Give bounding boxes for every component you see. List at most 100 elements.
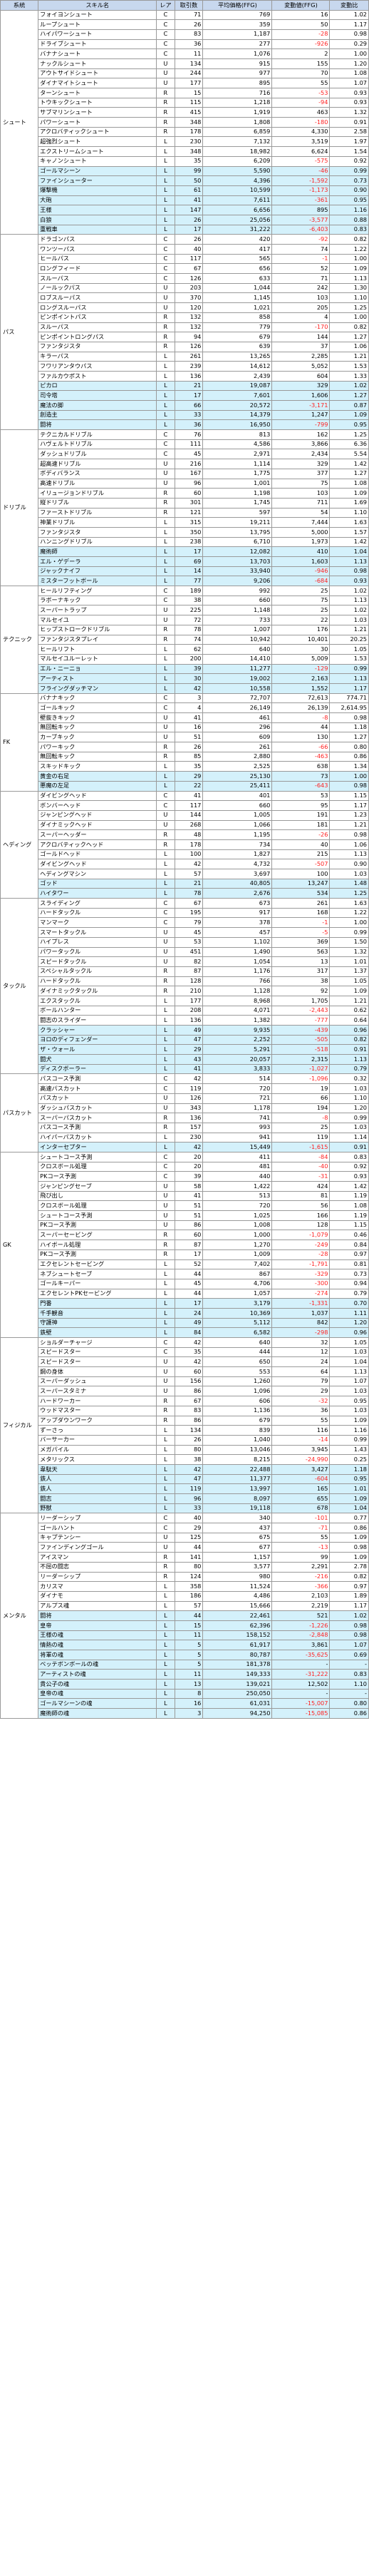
skill-name-cell: ナックルシュート (38, 58, 157, 69)
avg-price-cell: 22,461 (202, 1610, 273, 1621)
ratio-cell: - (329, 1659, 369, 1670)
ratio-cell: 0.32 (329, 1073, 369, 1085)
avg-price-cell: 1,008 (202, 1220, 273, 1231)
avg-price-cell: 19,211 (202, 517, 273, 528)
count-cell: 78 (174, 624, 204, 635)
skill-name-cell: ファインディングゴール (38, 1542, 157, 1553)
table-row: 鉄人 L 47 11,377 -604 0.95 (1, 1473, 369, 1485)
count-cell: 57 (174, 1600, 204, 1612)
avg-price-cell: 457 (202, 927, 273, 938)
count-cell: 136 (174, 1015, 204, 1026)
avg-price-cell: 3,697 (202, 869, 273, 879)
ratio-cell: 5.54 (329, 449, 369, 460)
count-cell: 85 (174, 751, 204, 762)
count-cell: 370 (174, 292, 204, 304)
count-cell: 134 (174, 1425, 204, 1436)
change-cell: -1 (271, 917, 331, 929)
avg-price-cell: 673 (202, 898, 273, 909)
skill-name-cell: ヒールパス (38, 253, 157, 265)
rarity-cell: L (156, 1278, 175, 1289)
skill-name-cell: ファルカウポスト (38, 370, 157, 382)
rarity-cell: L (156, 1483, 175, 1494)
rarity-cell: R (156, 117, 175, 128)
table-row: 闘将 L 44 22,461 521 1.02 (1, 1610, 369, 1621)
ratio-cell: 1.53 (329, 653, 369, 665)
table-row: スルーパス R 132 779 -170 0.82 (1, 322, 369, 333)
change-cell: 75 (271, 478, 331, 489)
avg-price-cell: 13,795 (202, 526, 273, 538)
change-cell: -5 (271, 927, 331, 938)
rarity-cell: C (156, 439, 175, 450)
ratio-cell: 1.53 (329, 361, 369, 372)
ratio-cell: 1.19 (329, 1190, 369, 1202)
rarity-cell: L (156, 1307, 175, 1319)
change-cell: 99 (271, 1552, 331, 1563)
table-row: フィジカル ショルダーチャージ C 42 640 32 1.05 (0, 1336, 369, 1514)
rarity-cell: R (156, 1396, 175, 1406)
skill-name-cell: ダイビングヘッド (38, 859, 157, 869)
skill-name-cell: ゴールマシーン (38, 165, 157, 177)
change-cell: -1,027 (271, 1063, 331, 1075)
change-cell: 5,009 (271, 653, 331, 665)
change-cell: -1,173 (271, 185, 331, 196)
skill-name-cell: 重戦車 (38, 224, 157, 235)
change-cell: 3,861 (271, 1640, 331, 1650)
change-cell: -298 (271, 1327, 331, 1338)
table-row: 縦ドリブル R 301 1,745 711 1.69 (1, 497, 369, 508)
table-row: ゴールハント C 29 437 -71 0.86 (1, 1523, 369, 1533)
table-row: ピンポイントパス R 132 858 4 1.00 (1, 312, 369, 323)
change-cell: -2,848 (271, 1630, 331, 1641)
rarity-cell: L (156, 556, 175, 567)
ratio-cell: 1.02 (329, 605, 369, 616)
change-cell: -684 (271, 576, 331, 587)
change-cell: 2,285 (271, 351, 331, 362)
avg-price-cell: 660 (202, 800, 273, 811)
skill-name-cell: 闘志 (38, 1493, 157, 1504)
change-cell: -1,096 (271, 1073, 331, 1085)
ratio-cell: 0.83 (329, 224, 369, 235)
rarity-cell: L (156, 1015, 175, 1026)
table-row: ファーストドリブル R 121 597 54 1.10 (1, 507, 369, 518)
rarity-cell: L (156, 1620, 175, 1631)
count-cell: 136 (174, 1113, 204, 1123)
ratio-cell: 0.91 (329, 1142, 369, 1152)
ratio-cell: 1.23 (329, 809, 369, 821)
rarity-cell: U (156, 1356, 175, 1368)
change-cell: 165 (271, 1483, 331, 1494)
skill-name-cell: ファンタジスタ (38, 341, 157, 352)
avg-price-cell: 1,808 (202, 117, 273, 128)
skill-name-cell: エル・ゲデーラ (38, 556, 157, 567)
ratio-cell: 0.99 (329, 165, 369, 177)
avg-price-cell: 720 (202, 1083, 273, 1094)
avg-price-cell: 8,968 (202, 995, 273, 1006)
table-row: パスコース予測 R 157 993 25 1.03 (1, 1122, 369, 1133)
table-row: ドリブル テクニカルドリブル C 76 813 162 1.25 (0, 429, 369, 587)
table-row: ピカロ L 21 19,087 329 1.02 (1, 380, 369, 392)
rarity-cell: U (156, 1220, 175, 1231)
table-row: ダイナミックヘッド U 268 1,066 181 1.21 (1, 819, 369, 831)
change-cell: -46 (271, 165, 331, 177)
table-row: 無回転キック U 16 296 44 1.18 (1, 722, 369, 733)
avg-price-cell: 1,044 (202, 282, 273, 294)
change-cell: 2,163 (271, 673, 331, 684)
skill-name-cell: スピードスター (38, 1356, 157, 1368)
ratio-cell: 1.69 (329, 497, 369, 508)
count-cell: 119 (174, 1083, 204, 1094)
count-cell: 42 (174, 1337, 204, 1348)
skill-name-cell: ゴールキーパー (38, 1278, 157, 1289)
rarity-cell: L (156, 165, 175, 177)
skill-name-cell: スマートタックル (38, 927, 157, 938)
rarity-cell: U (156, 936, 175, 948)
table-row: 高速ドリブル U 96 1,001 75 1.08 (1, 478, 369, 489)
table-row: 高速パスカット C 119 720 19 1.03 (1, 1083, 369, 1094)
ratio-cell: 1.09 (329, 1493, 369, 1504)
ratio-cell: 0.73 (329, 1269, 369, 1279)
rarity-cell: R (156, 1571, 175, 1583)
skill-name-cell: 守護神 (38, 1317, 157, 1329)
skill-name-cell: 皇帝の魂 (38, 1688, 157, 1700)
skill-name-cell: スーパーヘッダー (38, 829, 157, 840)
skill-name-cell: マルセイユ (38, 615, 157, 625)
ratio-cell: 0.95 (329, 419, 369, 431)
table-row: トウキックシュート R 115 1,218 -94 0.93 (1, 97, 369, 108)
count-cell: 52 (174, 1259, 204, 1270)
